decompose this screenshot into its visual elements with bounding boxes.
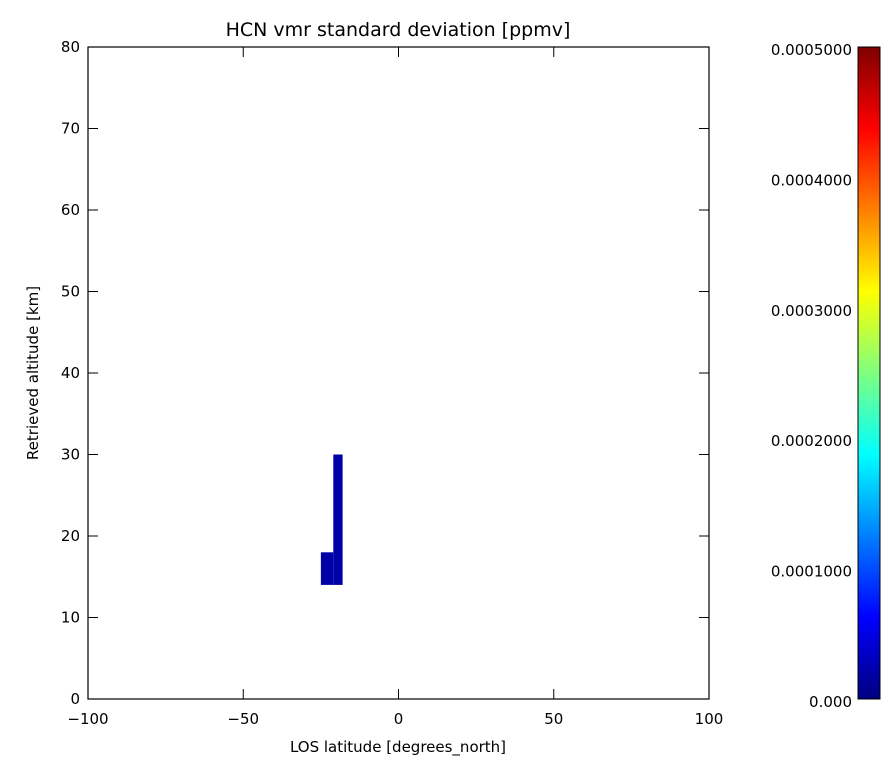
colorbar-tick-label: 0.0003000	[771, 302, 852, 320]
y-axis: 0 10 20 30 40 50 60 70 80	[61, 38, 709, 708]
y-tick-label: 0	[70, 690, 80, 708]
y-tick-label: 40	[61, 364, 80, 382]
heatmap-cell-0	[320, 552, 334, 585]
colorbar-tick-label: 0.0005000	[771, 41, 852, 59]
colorbar-tick-label: 0.0002000	[771, 432, 852, 450]
y-tick-label: 60	[61, 201, 80, 219]
x-axis-label: LOS latitude [degrees_north]	[290, 738, 506, 757]
heatmap-cell-1	[333, 454, 343, 585]
y-tick-label: 50	[61, 283, 80, 301]
y-tick-label: 30	[61, 446, 80, 464]
colorbar-tick-label: 0.000	[809, 693, 852, 711]
x-tick-label: −100	[67, 710, 108, 728]
x-tick-label: 100	[695, 710, 724, 728]
y-tick-label: 70	[61, 120, 80, 138]
y-tick-label: 80	[61, 38, 80, 56]
plot-frame	[87, 46, 710, 700]
colorbar	[857, 46, 881, 700]
y-tick-label: 10	[61, 609, 80, 627]
x-tick-label: −50	[227, 710, 259, 728]
x-tick-label: 50	[544, 710, 563, 728]
y-tick-label: 20	[61, 527, 80, 545]
colorbar-tick-label: 0.0004000	[771, 171, 852, 189]
colorbar-tick-label: 0.0001000	[771, 563, 852, 581]
heatmap-cells	[320, 454, 343, 585]
colorbar-labels: 0.000 0.0001000 0.0002000 0.0003000 0.000400…	[771, 41, 852, 711]
x-axis: −100 −50 0 50 100	[67, 47, 723, 728]
chart-title: HCN vmr standard deviation [ppmv]	[226, 19, 571, 41]
x-tick-label: 0	[394, 710, 404, 728]
y-axis-label: Retrieved altitude [km]	[24, 286, 42, 460]
